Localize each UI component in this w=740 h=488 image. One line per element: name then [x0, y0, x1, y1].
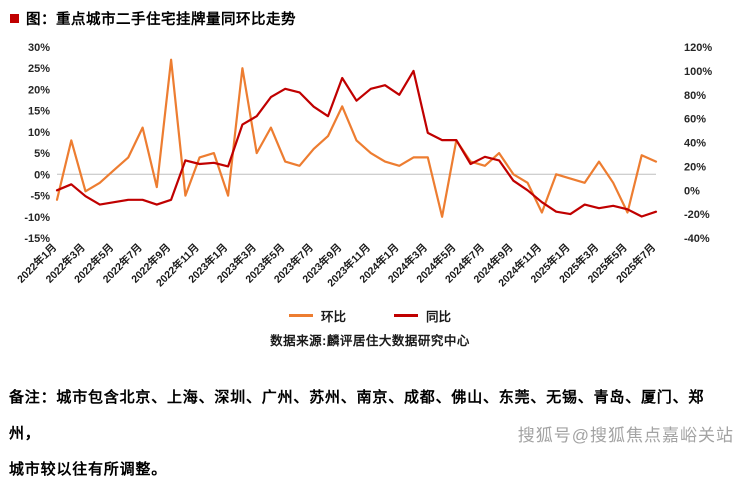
data-source-caption: 数据来源:麟评居住大数据研究中心 [270, 334, 470, 348]
yoy-line [55, 69, 658, 218]
legend-label-mom: 环比 [320, 310, 346, 324]
line-chart: 30% 25% 20% 15% 10% 5% 0% -5% -10% -15% 120% 100% 80… [14, 42, 712, 289]
mom-line [55, 58, 658, 218]
right-axis-tick: 80% [684, 90, 706, 102]
left-axis-tick: 0% [34, 169, 50, 181]
chart-legend: 环比 同比 [0, 306, 740, 325]
left-axis-tick: -5% [30, 191, 50, 203]
legend-item-yoy: 同比 [394, 306, 451, 325]
watermark: 搜狐号@搜狐焦点嘉峪关站 [517, 426, 734, 445]
left-axis-tick: 30% [28, 42, 50, 54]
left-axis-tick: -10% [24, 212, 50, 224]
left-axis-tick: -15% [24, 233, 50, 245]
footnote-line-1: 备注：城市包含北京、上海、深圳、广州、苏州、南京、成都、佛山、东莞、无锡、青岛、… [9, 389, 705, 442]
right-axis-tick: 100% [684, 66, 712, 78]
right-axis-tick: 20% [684, 161, 706, 173]
footnote-line-2: 城市较以往有所调整。 [9, 461, 168, 478]
right-axis-tick: -20% [684, 209, 710, 221]
title-bullet-icon [10, 14, 19, 23]
chart-title-row: 图：重点城市二手住宅挂牌量同环比走势 [10, 8, 296, 29]
mom-swatch-icon [288, 314, 313, 317]
left-axis-tick: 15% [28, 106, 50, 118]
left-axis-tick: 5% [34, 148, 50, 160]
right-axis-tick: -40% [684, 233, 710, 245]
left-axis-tick: 10% [28, 127, 50, 139]
left-axis-tick: 20% [28, 84, 50, 96]
right-axis-tick: 40% [684, 138, 706, 150]
right-axis-tick: 60% [684, 114, 706, 126]
legend-label-yoy: 同比 [426, 310, 452, 324]
page-title: 图：重点城市二手住宅挂牌量同环比走势 [26, 12, 296, 28]
legend-item-mom: 环比 [288, 306, 346, 325]
right-axis-tick: 0% [684, 185, 700, 197]
right-axis-tick: 120% [684, 42, 712, 54]
yoy-swatch-icon [394, 314, 418, 317]
left-axis-tick: 25% [28, 63, 50, 75]
page: { "title": "图：重点城市二手住宅挂牌量同环比走势", "source… [0, 8, 740, 478]
